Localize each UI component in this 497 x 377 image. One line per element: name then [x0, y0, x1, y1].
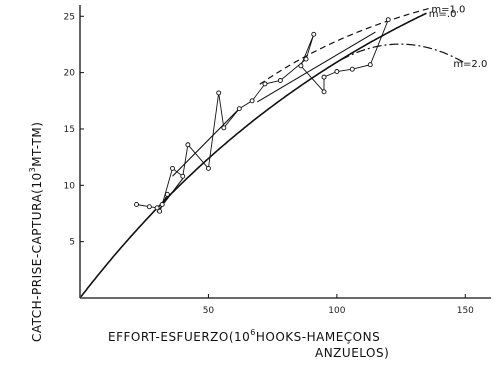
axes — [79, 5, 491, 299]
observed-point — [154, 205, 160, 211]
observed-point — [262, 81, 268, 87]
x-tick-label: 100 — [328, 306, 345, 316]
observed-point — [249, 98, 255, 104]
y-tick-label: 20 — [64, 69, 76, 79]
observed-point — [185, 142, 191, 148]
observed-point — [311, 31, 317, 37]
x-axis-title-prefix: EFFORT-ESFUERZO(10 — [108, 330, 250, 344]
observed-point — [157, 208, 163, 214]
observed-point — [146, 204, 152, 210]
observed-point — [385, 17, 391, 23]
observed-point — [303, 56, 309, 62]
observed-point — [216, 90, 222, 96]
model-curve — [80, 12, 427, 298]
observed-point — [180, 173, 186, 179]
curve-label: m=.0 — [429, 9, 457, 20]
observed-point — [334, 69, 340, 74]
y-tick-label: 5 — [69, 238, 75, 248]
y-axis-title-prefix: CATCH-PRISE-CAPTURA(10 — [30, 172, 44, 342]
observed-point — [298, 63, 304, 69]
x-tick-label: 50 — [203, 306, 215, 316]
observed-point — [236, 106, 242, 112]
observed-point — [321, 89, 327, 95]
observed-point — [164, 191, 170, 197]
y-axis-title: CATCH-PRISE-CAPTURA(103MT-TM) — [28, 122, 44, 342]
y-tick-label: 15 — [64, 125, 75, 135]
observed-point — [367, 62, 373, 68]
curve-labels: m=.0m=1.0 m=2.0 — [429, 4, 488, 70]
model-curves — [80, 7, 466, 298]
observed-series — [134, 17, 391, 214]
x-axis-title-line2: ANZUELOS) — [315, 346, 389, 360]
curve-label: m=1.0 — [431, 4, 465, 15]
observed-point — [349, 66, 355, 72]
x-axis-title: EFFORT-ESFUERZO(106HOOKS-HAMEÇONS — [108, 328, 380, 344]
y-axis-title-suffix: MT-TM) — [30, 122, 44, 167]
y-tick-label: 25 — [64, 12, 75, 22]
x-axis-title-sup: 6 — [250, 328, 256, 337]
model-curve — [259, 7, 430, 85]
ticks: 50 100 150 5 10 15 20 25 — [64, 12, 475, 316]
observed-point — [134, 202, 139, 207]
fitted-line — [172, 108, 240, 177]
model-curve — [326, 43, 466, 70]
observed-point — [221, 125, 227, 131]
x-tick-label: 150 — [457, 306, 474, 316]
observed-point — [277, 78, 283, 83]
fitted-line — [256, 31, 376, 103]
y-axis-title-sup: 3 — [28, 167, 37, 173]
curve-label: m=2.0 — [453, 59, 487, 70]
observed-path — [136, 19, 389, 213]
y-tick-label: 10 — [64, 181, 76, 191]
observed-point — [170, 165, 175, 171]
x-axis-title-suffix: HOOKS-HAMEÇONS — [256, 330, 380, 344]
observed-point — [321, 74, 327, 80]
observed-point — [159, 202, 165, 207]
observed-point — [205, 165, 211, 171]
